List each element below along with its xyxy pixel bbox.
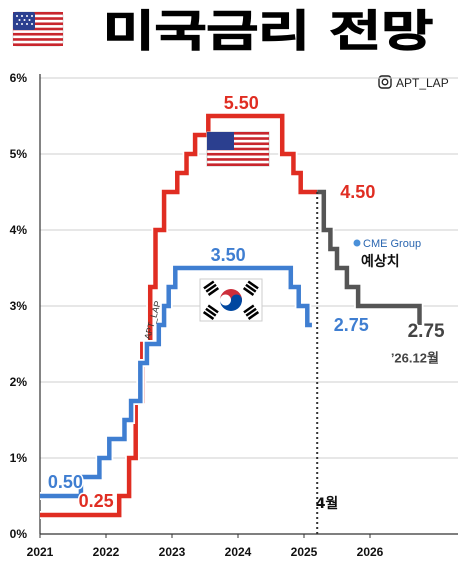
y-tick-label: 3% bbox=[10, 299, 28, 313]
trigram-bar bbox=[245, 307, 257, 317]
x-tick-label: 2023 bbox=[159, 545, 186, 559]
us-data-label: 4.50 bbox=[340, 182, 375, 202]
flag-stripe bbox=[207, 158, 269, 161]
trigram-bar bbox=[207, 304, 219, 314]
instagram-icon bbox=[378, 75, 392, 89]
us-series-line bbox=[40, 113, 318, 518]
flag-stripe bbox=[207, 137, 269, 140]
forecast-data-label: 2.75 bbox=[408, 321, 445, 342]
x-tick-label: 2022 bbox=[93, 545, 120, 559]
flag-stripe bbox=[207, 132, 269, 135]
x-tick-label: 2024 bbox=[225, 545, 252, 559]
trigram-bar bbox=[247, 280, 259, 290]
y-tick-label: 0% bbox=[10, 527, 28, 541]
trigram-bar bbox=[203, 280, 215, 290]
page-title: 미국금리 전망 bbox=[103, 7, 433, 57]
globe-icon bbox=[353, 239, 361, 247]
flag-canton bbox=[207, 132, 234, 150]
cme-group-label: CME Group bbox=[353, 238, 421, 250]
trigram bbox=[243, 304, 260, 320]
x-tick-label: 2021 bbox=[27, 545, 54, 559]
trigram-bar bbox=[207, 287, 220, 296]
us-flag-icon bbox=[206, 131, 270, 167]
trigram-bar bbox=[243, 304, 255, 314]
y-tick-label: 5% bbox=[10, 147, 28, 161]
watermark: APT_LAP bbox=[378, 75, 449, 90]
taegeuk-blue bbox=[220, 294, 242, 311]
flag-stripe bbox=[13, 32, 63, 36]
kr-data-label: 3.50 bbox=[211, 245, 246, 265]
trigram bbox=[203, 280, 220, 296]
trigram-bar bbox=[205, 307, 217, 317]
flag-stripe bbox=[13, 38, 63, 41]
flag-stripe bbox=[207, 147, 269, 151]
x-tick-label: 2026 bbox=[357, 545, 384, 559]
trigram bbox=[242, 280, 259, 296]
flag-stripe bbox=[207, 142, 269, 146]
flag-stripe bbox=[13, 43, 63, 46]
april-marker-label: 4월 bbox=[316, 495, 339, 512]
trigram-bar bbox=[242, 287, 255, 296]
trigram-bar bbox=[245, 283, 257, 293]
cme-group-text: CME Group bbox=[363, 238, 421, 250]
kr-data-label: 2.75 bbox=[334, 315, 369, 335]
flag-stripe bbox=[13, 22, 63, 26]
us-flag-title-icon bbox=[12, 11, 64, 47]
flag-stripe bbox=[13, 12, 63, 15]
kr-flag-icon bbox=[199, 278, 263, 322]
trigram-bar bbox=[247, 311, 260, 320]
trigram-bar bbox=[202, 311, 215, 320]
trigram bbox=[202, 304, 219, 320]
y-tick-label: 1% bbox=[10, 451, 28, 465]
kr-series-line bbox=[40, 265, 312, 499]
y-tick-label: 6% bbox=[10, 71, 28, 85]
flag-stripe bbox=[207, 152, 269, 156]
flag-stripe bbox=[207, 163, 269, 166]
x-tick-label: 2025 bbox=[291, 545, 318, 559]
flag-stripe bbox=[13, 27, 63, 31]
kr-data-label: 0.50 bbox=[48, 472, 83, 492]
watermark-text: APT_LAP bbox=[396, 76, 449, 90]
forecast-series-line bbox=[317, 189, 422, 325]
y-tick-label: 4% bbox=[10, 223, 28, 237]
y-tick-label: 2% bbox=[10, 375, 28, 389]
forecast-label: 예상치 bbox=[361, 254, 400, 270]
flag-stripe bbox=[13, 17, 63, 20]
forecast-data-label: ’26.12월 bbox=[391, 351, 439, 366]
trigram-bar bbox=[205, 283, 217, 293]
us-data-label: 0.25 bbox=[79, 491, 114, 511]
us-data-label: 5.50 bbox=[224, 93, 259, 113]
